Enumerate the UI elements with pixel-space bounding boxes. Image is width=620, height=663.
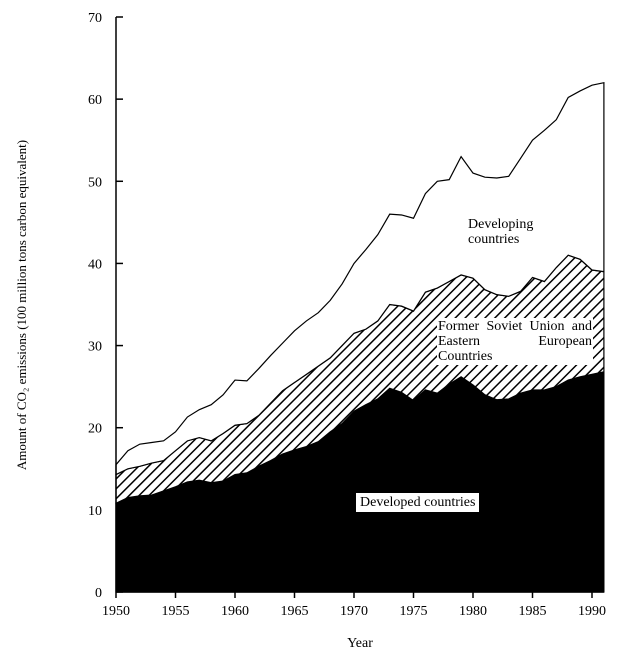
y-tick-label: 10 [88, 504, 102, 519]
y-axis-title: Amount of CO₂ emissions (100 million ton… [14, 140, 29, 470]
x-tick-label: 1955 [162, 604, 190, 619]
x-tick-label: 1975 [400, 604, 428, 619]
x-tick-label: 1980 [459, 604, 487, 619]
y-tick-label: 70 [88, 11, 102, 26]
series-label: Former Soviet Union and Eastern European… [437, 318, 593, 365]
y-tick-label: 40 [88, 257, 102, 272]
series-label: Developed countries [355, 492, 481, 513]
x-tick-label: 1990 [578, 604, 606, 619]
x-tick-label: 1950 [102, 604, 130, 619]
x-tick-label: 1960 [221, 604, 249, 619]
x-tick-label: 1965 [281, 604, 309, 619]
x-tick-label: 1970 [340, 604, 368, 619]
y-tick-label: 60 [88, 93, 102, 108]
series-label: Developing countries [468, 217, 534, 247]
y-tick-label: 0 [95, 586, 102, 601]
x-tick-label: 1985 [519, 604, 547, 619]
y-tick-label: 30 [88, 340, 102, 355]
y-tick-label: 20 [88, 422, 102, 437]
area [115, 81, 605, 476]
y-tick-label: 50 [88, 175, 102, 190]
x-axis-title: Year [347, 636, 373, 651]
